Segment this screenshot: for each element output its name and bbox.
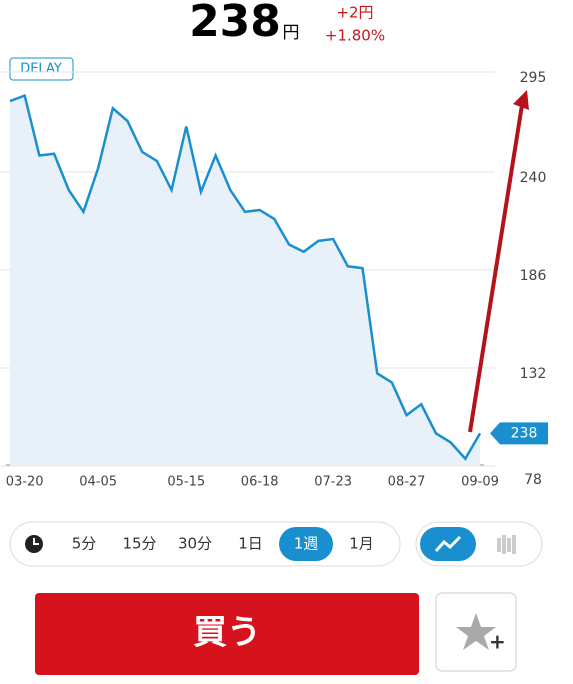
timeframe-selected: [279, 527, 333, 561]
x-tick-label: 04-05: [79, 475, 117, 490]
y-tick-label: 186: [520, 268, 547, 284]
x-tick-label: 05-15: [167, 475, 205, 490]
timeframe-button[interactable]: 15分: [122, 535, 156, 553]
line-icon: [434, 535, 462, 552]
timeframe-button[interactable]: 1月: [349, 535, 374, 553]
y-tick-label: 295: [520, 70, 547, 86]
candle-type-button[interactable]: [497, 535, 516, 554]
timeframe-button[interactable]: 1日: [238, 535, 263, 553]
change: +2円: [336, 4, 373, 22]
change-pct: +1.80%: [325, 27, 385, 45]
x-tick-label: 06-18: [241, 475, 279, 490]
y-tick-label: 78: [524, 472, 542, 488]
timeframe-button[interactable]: 1週: [294, 535, 319, 553]
y-tick-label: 132: [520, 366, 547, 382]
price-tag: 238: [511, 425, 538, 441]
buy-label: 買う: [193, 613, 261, 653]
y-tick-label: 240: [520, 170, 547, 186]
badge: DELAY: [20, 62, 62, 77]
timeframes: 5分 15分 30分 1日 1週 1月: [72, 527, 374, 561]
x-tick-label: 07-23: [314, 475, 352, 490]
x-tick-label: 09-09: [461, 475, 499, 490]
chart: 295 240 186 132 78 03-20 04-05 05-15 06-18 07-23 0…: [0, 70, 548, 490]
arrow-head: [513, 90, 529, 110]
clock-hands: [33, 538, 39, 545]
badge-box: [9, 57, 74, 81]
timeframe-button[interactable]: 30分: [178, 535, 212, 553]
plus-icon: +: [489, 630, 506, 654]
timeframe-button[interactable]: 5分: [72, 535, 97, 553]
price-unit: 円: [283, 23, 300, 43]
price: 238: [189, 0, 281, 47]
x-tick-label: 08-27: [388, 475, 426, 490]
x-tick-label: 03-20: [6, 475, 44, 490]
price-tag-box: [490, 422, 548, 445]
arrow: [468, 104, 524, 433]
star-icon: [456, 613, 496, 650]
price-line: [9, 93, 482, 461]
area: [10, 95, 480, 466]
buy-button[interactable]: [35, 593, 419, 675]
